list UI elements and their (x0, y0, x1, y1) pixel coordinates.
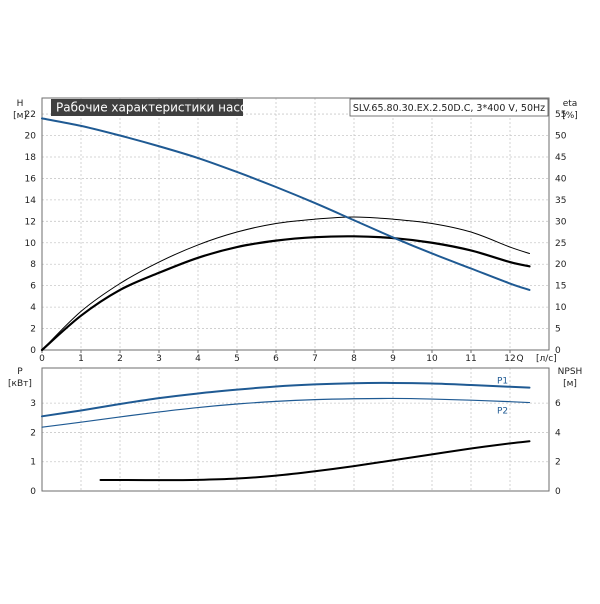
y-axis-unit: [м] (13, 111, 27, 121)
series-label-p2: P2 (497, 407, 508, 417)
y-tick-label: 22 (25, 110, 36, 120)
head-curve (41, 117, 531, 291)
npsh-tick-label: 4 (555, 428, 561, 438)
bottom-plot-frame (41, 367, 550, 492)
x-axis-label: Q (516, 354, 523, 364)
model-box (349, 98, 549, 117)
x-tick-label: 9 (390, 354, 396, 364)
y2-tick-label: 50 (555, 132, 567, 142)
y2-axis-unit: [%] (562, 111, 578, 121)
x-tick-label: 10 (426, 354, 438, 364)
y2-tick-label: 0 (555, 346, 561, 356)
x-tick-label: 0 (39, 354, 45, 364)
npsh-axis-label: NPSH (558, 367, 583, 377)
eta-thin-curve (41, 216, 530, 351)
y2-axis-label: eta (563, 99, 578, 109)
y2-tick-label: 40 (555, 174, 567, 184)
x-tick-label: 12 (504, 354, 515, 364)
series-label-p1: P1 (497, 377, 508, 387)
y2-tick-label: 25 (555, 239, 566, 249)
x-tick-label: 3 (156, 354, 162, 364)
x-axis-unit: [л/с] (536, 354, 557, 364)
y2-tick-label: 55 (555, 110, 566, 120)
y-axis-label: H (17, 99, 24, 109)
x-tick-label: 8 (351, 354, 357, 364)
p-tick-label: 2 (30, 428, 36, 438)
top-plot-frame (41, 97, 550, 351)
y2-tick-label: 35 (555, 196, 566, 206)
y-tick-label: 6 (30, 282, 36, 292)
x-tick-label: 5 (234, 354, 240, 364)
x-tick-label: 2 (117, 354, 123, 364)
y-tick-label: 18 (25, 153, 37, 163)
y2-tick-label: 30 (555, 217, 567, 227)
x-tick-label: 1 (78, 354, 84, 364)
p2-curve (41, 397, 531, 428)
y-tick-label: 14 (25, 196, 37, 206)
p-tick-label: 1 (30, 458, 36, 468)
npsh-tick-label: 0 (555, 487, 561, 497)
y-tick-label: 12 (25, 217, 36, 227)
y2-tick-label: 10 (555, 303, 567, 313)
p-tick-label: 3 (30, 399, 36, 409)
chart-title: Рабочие характеристики насоса (56, 101, 261, 115)
y2-tick-label: 15 (555, 282, 566, 292)
y-tick-label: 2 (30, 325, 36, 335)
y-tick-label: 20 (25, 132, 37, 142)
y2-tick-label: 20 (555, 260, 567, 270)
p-axis-label: P (17, 367, 23, 377)
npsh-curve (99, 440, 531, 482)
x-tick-label: 11 (465, 354, 476, 364)
npsh-tick-label: 6 (555, 399, 561, 409)
y-tick-label: 16 (25, 174, 37, 184)
y-tick-label: 10 (25, 239, 37, 249)
x-tick-label: 4 (195, 354, 201, 364)
y-tick-label: 0 (30, 346, 36, 356)
x-tick-label: 6 (273, 354, 279, 364)
y-tick-label: 8 (30, 260, 36, 270)
p-axis-unit: [кВт] (8, 379, 32, 389)
y-tick-label: 4 (30, 303, 36, 313)
npsh-axis-unit: [м] (563, 379, 577, 389)
npsh-tick-label: 2 (555, 458, 561, 468)
title-box (51, 99, 243, 116)
y2-tick-label: 45 (555, 153, 566, 163)
p-tick-label: 0 (30, 487, 36, 497)
eta-bold-curve (40, 235, 531, 352)
y2-tick-label: 5 (555, 325, 561, 335)
chart-subtitle: SLV.65.80.30.EX.2.50D.C, 3*400 V, 50Hz (353, 103, 545, 114)
p1-curve (41, 381, 531, 418)
x-tick-label: 7 (312, 354, 318, 364)
